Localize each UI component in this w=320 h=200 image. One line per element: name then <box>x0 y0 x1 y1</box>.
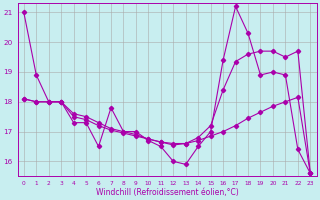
X-axis label: Windchill (Refroidissement éolien,°C): Windchill (Refroidissement éolien,°C) <box>96 188 238 197</box>
